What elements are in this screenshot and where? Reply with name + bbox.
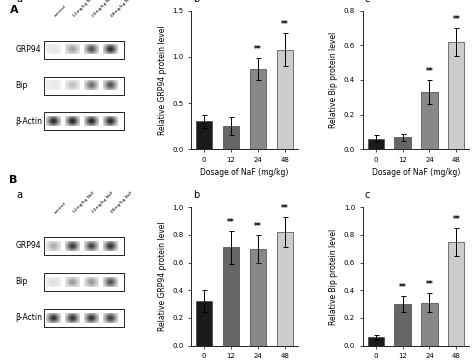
Text: c: c bbox=[365, 190, 370, 200]
Text: 12mg/kg NaF: 12mg/kg NaF bbox=[73, 191, 96, 214]
FancyBboxPatch shape bbox=[45, 309, 124, 327]
Text: GRP94: GRP94 bbox=[15, 242, 41, 251]
Text: Bip: Bip bbox=[15, 278, 27, 287]
Text: **: ** bbox=[227, 218, 235, 227]
FancyBboxPatch shape bbox=[45, 112, 124, 130]
Text: **: ** bbox=[254, 45, 262, 54]
Text: a: a bbox=[17, 0, 22, 4]
Bar bbox=[448, 42, 465, 149]
Text: **: ** bbox=[281, 20, 289, 29]
Y-axis label: Relative GRP94 protein level: Relative GRP94 protein level bbox=[158, 25, 167, 135]
Text: 24mg/kg NaF: 24mg/kg NaF bbox=[91, 191, 115, 214]
Text: **: ** bbox=[453, 15, 460, 24]
Text: b: b bbox=[193, 190, 200, 200]
Bar bbox=[421, 92, 438, 149]
Text: β-Actin: β-Actin bbox=[15, 314, 42, 323]
Text: **: ** bbox=[281, 204, 289, 213]
Text: **: ** bbox=[426, 67, 433, 76]
Bar bbox=[250, 249, 266, 346]
FancyBboxPatch shape bbox=[45, 273, 124, 291]
Text: control: control bbox=[54, 201, 67, 214]
Y-axis label: Relative Bip protein level: Relative Bip protein level bbox=[329, 32, 338, 128]
Bar bbox=[448, 242, 465, 346]
Bar bbox=[250, 69, 266, 149]
Text: control: control bbox=[54, 4, 67, 18]
Text: Bip: Bip bbox=[15, 81, 27, 90]
Text: **: ** bbox=[453, 215, 460, 224]
FancyBboxPatch shape bbox=[45, 41, 124, 59]
Bar bbox=[277, 50, 293, 149]
Bar bbox=[367, 337, 383, 346]
Text: **: ** bbox=[399, 283, 406, 292]
Bar bbox=[277, 232, 293, 346]
Text: a: a bbox=[17, 190, 22, 200]
Text: 48mg/kg NaF: 48mg/kg NaF bbox=[110, 0, 134, 18]
Text: **: ** bbox=[426, 280, 433, 289]
Bar bbox=[421, 303, 438, 346]
Y-axis label: Relative GRP94 protein level: Relative GRP94 protein level bbox=[158, 222, 167, 331]
Bar bbox=[223, 126, 239, 149]
Text: A: A bbox=[9, 5, 18, 15]
Bar bbox=[394, 137, 410, 149]
Bar bbox=[394, 304, 410, 346]
FancyBboxPatch shape bbox=[45, 77, 124, 94]
X-axis label: Dosage of NaF (mg/kg): Dosage of NaF (mg/kg) bbox=[200, 168, 289, 177]
Bar bbox=[223, 247, 239, 346]
Text: B: B bbox=[9, 175, 18, 185]
Y-axis label: Relative Bip protein level: Relative Bip protein level bbox=[329, 228, 338, 325]
FancyBboxPatch shape bbox=[45, 237, 124, 255]
Text: 24mg/kg NaF: 24mg/kg NaF bbox=[91, 0, 115, 18]
Text: b: b bbox=[193, 0, 200, 4]
Text: **: ** bbox=[254, 222, 262, 231]
Text: 12mg/kg NaF: 12mg/kg NaF bbox=[73, 0, 96, 18]
Text: β-Actin: β-Actin bbox=[15, 117, 42, 126]
Text: c: c bbox=[365, 0, 370, 4]
Text: GRP94: GRP94 bbox=[15, 45, 41, 54]
Bar bbox=[367, 139, 383, 149]
Bar bbox=[196, 121, 212, 149]
Text: 48mg/kg NaF: 48mg/kg NaF bbox=[110, 191, 134, 214]
Bar bbox=[196, 301, 212, 346]
X-axis label: Dosage of NaF (mg/kg): Dosage of NaF (mg/kg) bbox=[372, 168, 460, 177]
